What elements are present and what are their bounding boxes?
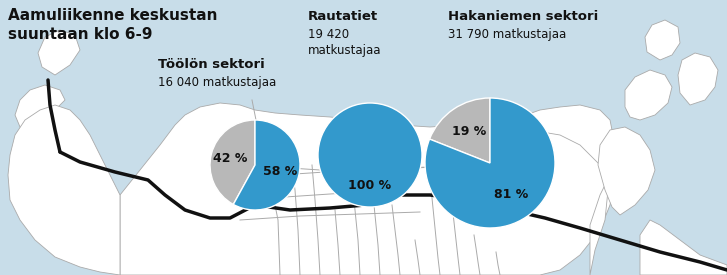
Polygon shape [15,85,65,140]
Text: 16 040 matkustajaa: 16 040 matkustajaa [158,76,276,89]
Wedge shape [425,98,555,228]
Wedge shape [210,120,255,204]
Wedge shape [233,120,300,210]
Polygon shape [598,127,655,215]
Polygon shape [640,220,727,275]
Polygon shape [8,105,120,275]
Text: 19 420: 19 420 [308,28,349,41]
Text: 19 %: 19 % [451,125,486,138]
Text: Hakaniemen sektori: Hakaniemen sektori [448,10,598,23]
Polygon shape [645,20,680,60]
Text: Töölön sektori: Töölön sektori [158,58,265,71]
Polygon shape [625,70,672,120]
Polygon shape [510,105,615,275]
Wedge shape [430,98,490,163]
Text: 81 %: 81 % [494,188,529,201]
Text: Rautatiet: Rautatiet [308,10,378,23]
Text: 42 %: 42 % [212,152,247,165]
Polygon shape [38,30,80,75]
Wedge shape [318,103,422,207]
Text: Aamuliikenne keskustan
suuntaan klo 6-9: Aamuliikenne keskustan suuntaan klo 6-9 [8,8,217,42]
Polygon shape [120,103,615,275]
Text: matkustajaa: matkustajaa [308,44,382,57]
Text: 100 %: 100 % [348,179,392,192]
Polygon shape [678,53,718,105]
Text: 58 %: 58 % [263,165,297,178]
Text: 31 790 matkustajaa: 31 790 matkustajaa [448,28,566,41]
